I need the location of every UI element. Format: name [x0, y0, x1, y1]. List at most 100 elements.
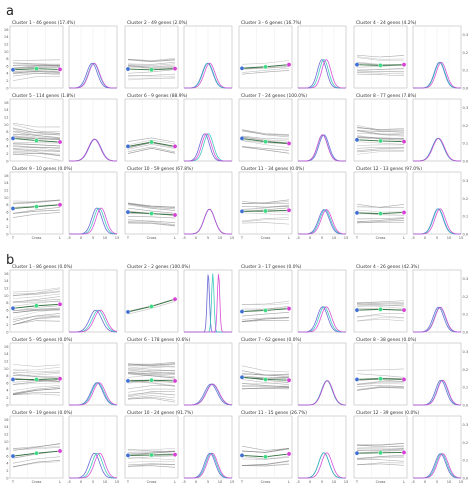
density-x-tick-label: 10: [103, 480, 108, 484]
gene-trace: [356, 73, 405, 77]
density-curve-end: [184, 62, 233, 89]
trajectory-plot-frame: [353, 342, 408, 406]
gene-trace: [356, 443, 405, 446]
gene-trace: [12, 371, 61, 374]
cluster-1-group: Cluster 1 - 86 genes (0.0%) 0 2 4 6 8 10 12 14 16: [4, 264, 118, 334]
cluster-title: Cluster 7 - 24 genes (100.0%): [241, 93, 307, 99]
density-x-tick-label: 15: [459, 236, 464, 240]
start-marker: [10, 206, 16, 211]
density-y-tick-label: 0.0: [463, 232, 469, 236]
start-marker: [125, 144, 131, 149]
y-tick-label: 2: [6, 152, 8, 156]
gene-trace: [241, 311, 290, 317]
y-tick-label: 8: [6, 301, 9, 305]
gene-trace: [356, 54, 405, 58]
mid-marker: [34, 303, 39, 309]
density-x-tick-label: 10: [447, 480, 452, 484]
y-tick-label: 8: [6, 130, 9, 134]
density-x-tick-label: 0: [195, 236, 198, 240]
gene-trace: [12, 456, 61, 464]
density-x-tick-label: 0: [424, 480, 427, 484]
gene-trace: [12, 373, 61, 379]
density-x-tick-label: 10: [332, 236, 337, 240]
y-tick-label: 8: [6, 57, 9, 61]
gene-trace: [356, 146, 405, 149]
gene-trace: [241, 317, 290, 323]
mid-marker: [149, 211, 154, 216]
gene-trace: [127, 369, 176, 374]
density-x-tick-label: -5: [182, 236, 186, 240]
y-tick-label: 8: [6, 374, 9, 378]
density-y-tick-label: 0.3: [463, 277, 469, 281]
density-x-tick-label: -5: [182, 480, 186, 484]
start-marker: [125, 378, 131, 384]
density-y-tick-label: 0.3: [463, 423, 469, 427]
gene-trace: [356, 72, 405, 75]
start-marker: [239, 453, 245, 458]
density-y-tick-label: 0.3: [463, 106, 469, 110]
plots-area: Cluster 1 - 46 genes (17.4%) 0 2 4 6 8 10 12 14 1…: [4, 20, 469, 484]
density-x-tick-label: 0: [309, 480, 312, 484]
gene-trace: [127, 147, 176, 154]
density-curve-end: [69, 309, 118, 333]
cluster-11-group: Cluster 11 - 34 genes (0.0%) T Cross L -5 0 5 1…: [238, 166, 348, 240]
cluster-5-group: Cluster 5 - 95 genes (0.0%) 0 2 4 6 8 10 12 14 16: [4, 337, 118, 407]
gene-trace: [356, 144, 405, 146]
trajectory-plot-frame: [238, 25, 293, 89]
gene-trace: [241, 319, 290, 322]
mid-marker: [263, 139, 268, 144]
density-x-tick-label: -5: [411, 236, 415, 240]
density-y-tick-label: 0.0: [463, 330, 469, 334]
mid-marker: [378, 211, 383, 216]
gene-trace: [241, 146, 290, 154]
gene-trace: [12, 149, 61, 152]
gene-trace: [12, 287, 61, 293]
gene-trace: [241, 129, 290, 138]
gene-trace: [12, 461, 61, 468]
density-curve-end: [298, 452, 347, 479]
x-tick-label: T: [11, 236, 15, 240]
gene-trace: [12, 72, 61, 76]
gene-trace: [356, 70, 405, 73]
gene-trace: [127, 220, 176, 223]
gene-trace: [127, 222, 176, 227]
mid-marker: [149, 304, 154, 309]
gene-trace: [12, 320, 61, 325]
y-tick-label: 12: [4, 433, 9, 437]
cluster-4-group: Cluster 4 - 26 genes (42.3%) 0.0 0.1 0.2 0.3: [353, 264, 469, 334]
y-tick-label: 6: [6, 137, 9, 141]
cluster-title: Cluster 1 - 86 genes (0.0%): [12, 264, 73, 270]
gene-trace: [241, 201, 290, 204]
gene-trace: [12, 62, 61, 66]
y-tick-label: 0: [6, 403, 9, 407]
gene-trace: [12, 460, 61, 468]
cluster-2-group: Cluster 2 - 49 genes (2.0%): [124, 20, 233, 89]
gene-trace: [356, 127, 405, 131]
density-y-tick-label: 0.1: [463, 459, 469, 463]
gene-trace: [12, 131, 61, 138]
gene-trace: [356, 151, 405, 155]
gene-trace: [241, 382, 290, 384]
density-x-tick-label: -5: [411, 480, 415, 484]
gene-trace: [12, 446, 61, 449]
gene-trace: [12, 393, 61, 396]
density-curve-end: [69, 138, 118, 162]
density-x-tick-label: 10: [103, 236, 108, 240]
density-y-tick-label: 0.0: [463, 86, 469, 90]
gene-trace: [12, 122, 61, 128]
cluster-6-group: Cluster 6 - 178 genes (0.6%): [124, 337, 233, 406]
gene-trace: [12, 386, 61, 394]
cluster-title: Cluster 10 - 24 genes (91.7%): [127, 410, 193, 416]
gene-trace: [12, 309, 61, 314]
gene-trace: [356, 57, 405, 62]
gene-trace: [241, 204, 290, 210]
start-marker: [354, 307, 360, 313]
gene-trace: [127, 372, 176, 374]
y-tick-label: 12: [4, 360, 9, 364]
x-tick-label: T: [355, 480, 359, 484]
density-y-tick-label: 0.0: [463, 403, 469, 407]
y-tick-label: 4: [6, 72, 9, 76]
trajectory-plot-frame: [9, 25, 64, 89]
gene-trace: [12, 388, 61, 395]
gene-trace: [241, 303, 290, 306]
